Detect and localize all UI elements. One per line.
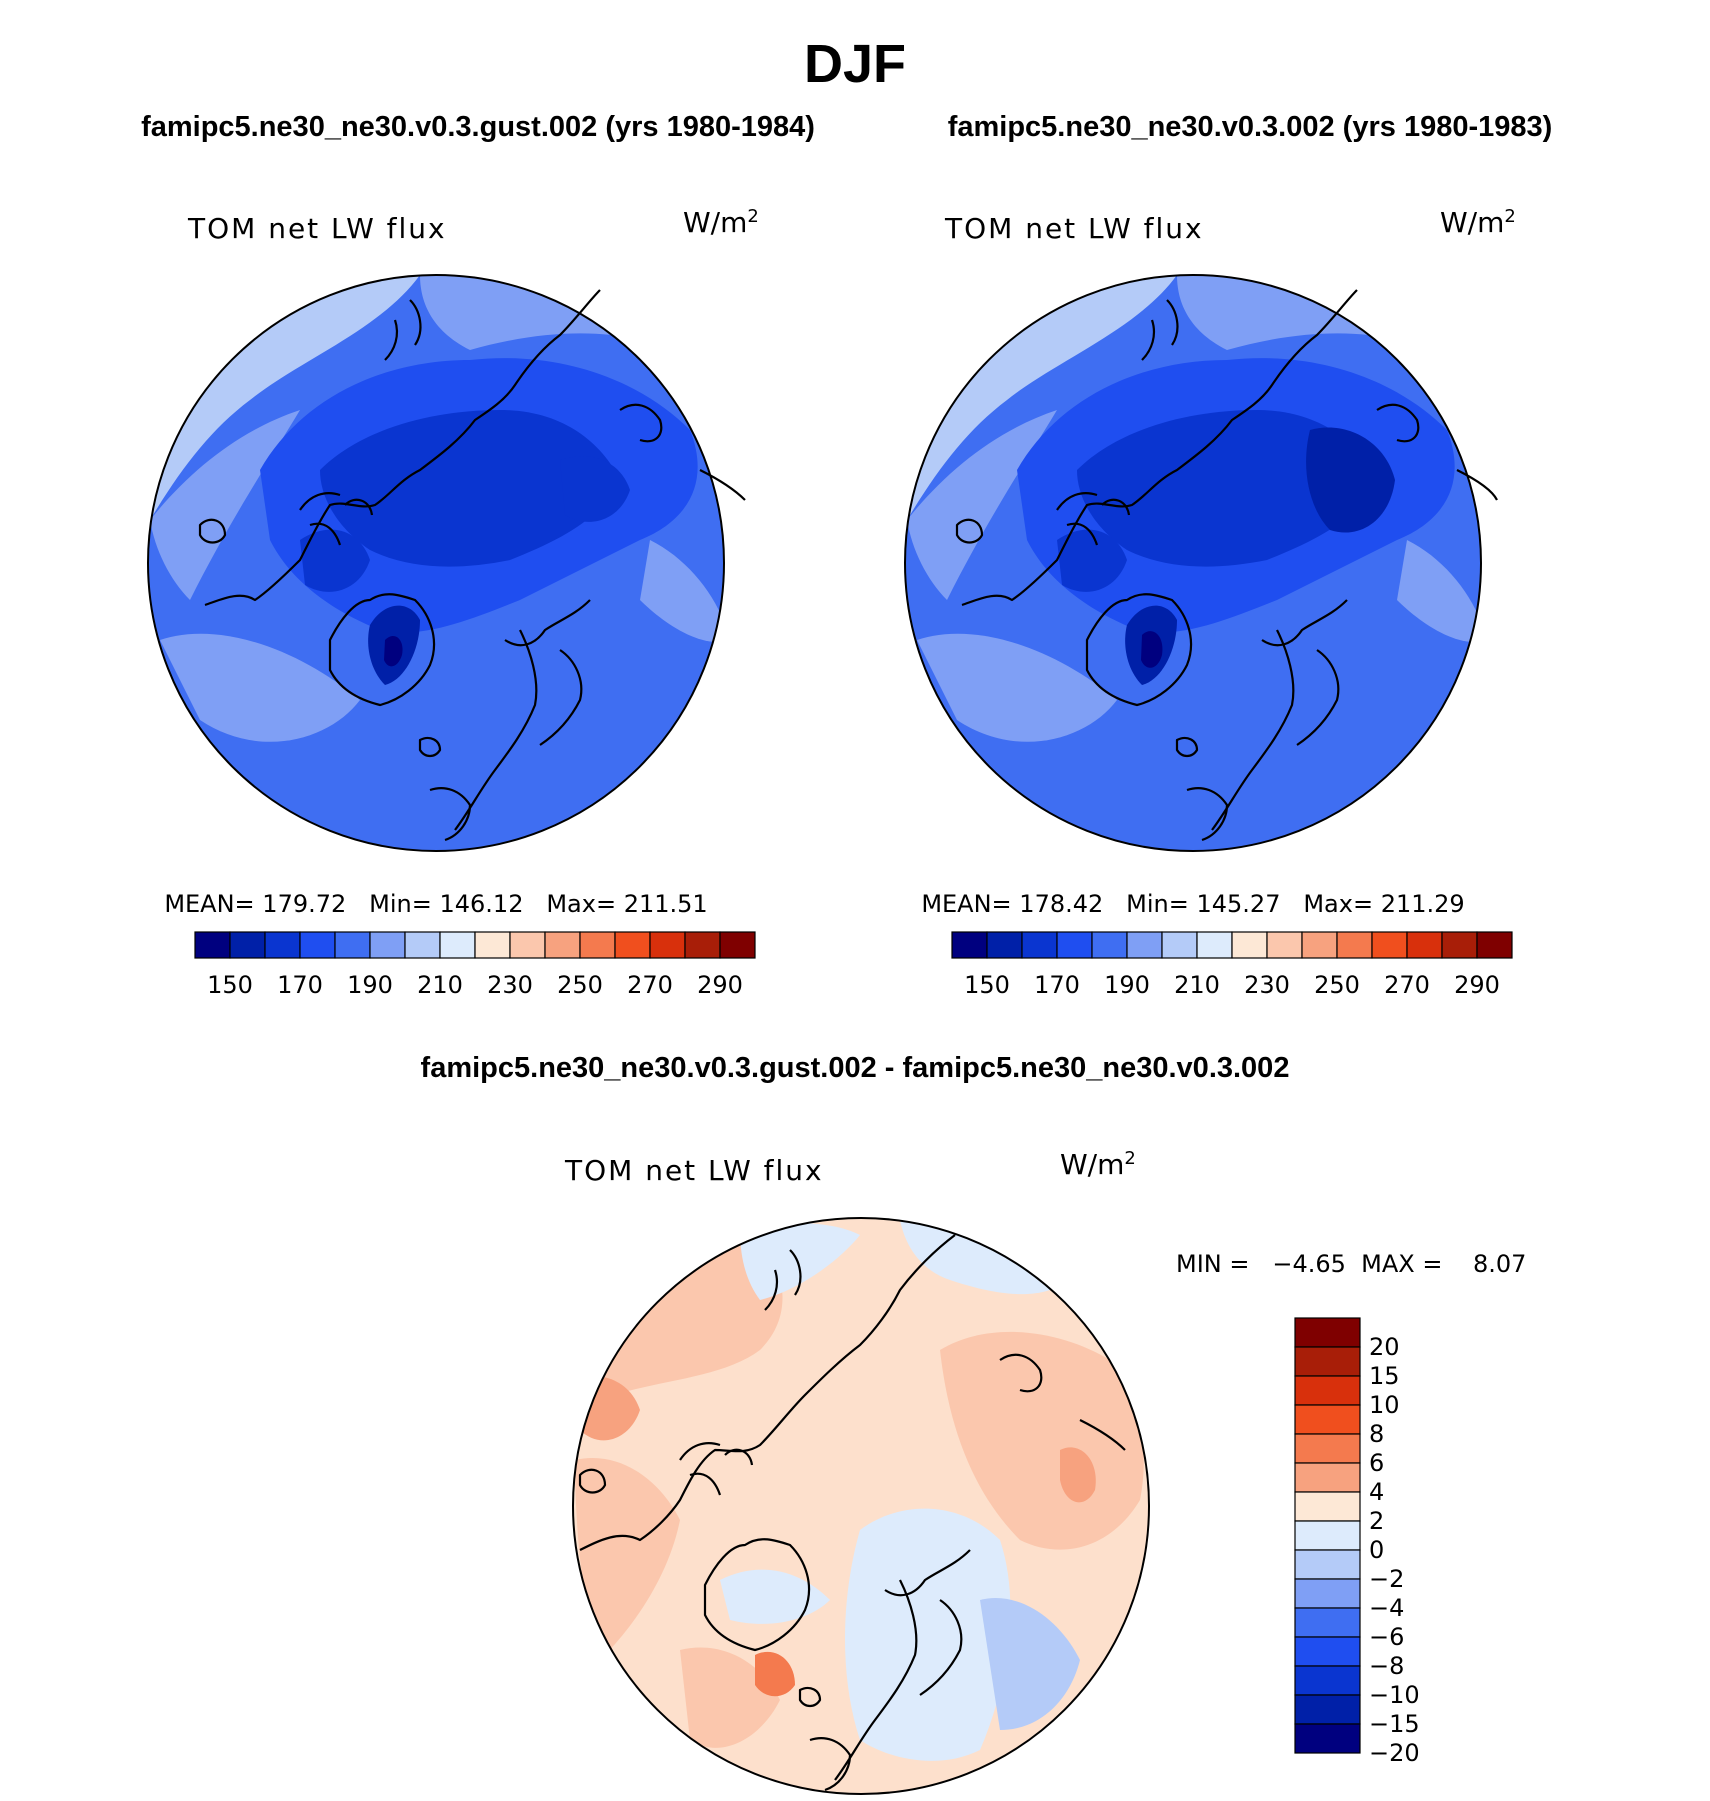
panel-1-colorbar-swatch — [474, 931, 511, 959]
difference-title: famipc5.ne30_ne30.v0.3.gust.002 - famipc… — [421, 1052, 1290, 1084]
difference-colorbar-tick-label: 10 — [1369, 1391, 1400, 1419]
panel-2-colorbar-swatch — [1266, 931, 1303, 959]
panel-2-units: W/m2 — [1440, 206, 1516, 239]
panel-2-colorbar-tick-label: 270 — [1384, 971, 1430, 999]
difference-colorbar-tick-label: 8 — [1369, 1420, 1384, 1448]
panel-1-colorbar-swatch — [544, 931, 581, 959]
difference-colorbar-swatch — [1294, 1549, 1361, 1580]
panel-2-colorbar-tick-label: 210 — [1174, 971, 1220, 999]
difference-colorbar-swatch — [1294, 1404, 1361, 1435]
panel-2-colorbar-swatch — [1301, 931, 1338, 959]
panel-1-colorbar-swatch — [439, 931, 476, 959]
difference-colorbar-tick-label: −8 — [1369, 1652, 1404, 1680]
panel-2-colorbar-tick-label: 250 — [1314, 971, 1360, 999]
panel-1-colorbar-swatch — [229, 931, 266, 959]
panel-1-colorbar-tick-label: 270 — [627, 971, 673, 999]
panel-2-colorbar-swatch — [1161, 931, 1198, 959]
panel-1-colorbar-tick-label: 150 — [207, 971, 253, 999]
difference-map — [572, 1217, 1150, 1795]
panel-1-colorbar-tick-label: 210 — [417, 971, 463, 999]
difference-units: W/m2 — [1060, 1148, 1136, 1181]
panel-2-variable-label: TOM net LW flux — [944, 212, 1204, 245]
panel-1-colorbar-swatch — [194, 931, 231, 959]
difference-variable-label: TOM net LW flux — [564, 1154, 824, 1187]
panel-2-colorbar-swatch — [1441, 931, 1478, 959]
difference-colorbar-tick-label: −10 — [1369, 1681, 1420, 1709]
panel-1-colorbar-swatch — [509, 931, 546, 959]
difference-colorbar-tick-label: −20 — [1369, 1739, 1420, 1767]
difference-colorbar-tick-label: −4 — [1369, 1594, 1404, 1622]
panel-2-colorbar-tick-label: 290 — [1454, 971, 1500, 999]
panel-1-colorbar: 150 170 190 210 230 250 270 290 — [194, 931, 756, 999]
difference-colorbar-swatch — [1294, 1578, 1361, 1609]
difference-colorbar-swatch — [1294, 1462, 1361, 1493]
panel-2-colorbar-swatch — [1021, 931, 1058, 959]
panel-2-colorbar-swatch — [1231, 931, 1268, 959]
panel-1-run-title: famipc5.ne30_ne30.v0.3.gust.002 (yrs 198… — [141, 111, 815, 143]
difference-colorbar-swatch — [1294, 1433, 1361, 1464]
difference-colorbar-tick-label: 15 — [1369, 1362, 1400, 1390]
panel-2-colorbar-swatch — [1476, 931, 1513, 959]
panel-2-colorbar-swatch — [1371, 931, 1408, 959]
difference-colorbar-swatch — [1294, 1346, 1361, 1377]
panel-1-colorbar-swatch — [264, 931, 301, 959]
panel-2-colorbar-swatch — [1126, 931, 1163, 959]
panel-1-stats: MEAN= 179.72 Min= 146.12 Max= 211.51 — [164, 890, 707, 918]
difference-colorbar-tick-label: 2 — [1369, 1507, 1384, 1535]
panel-2-colorbar-swatch — [1336, 931, 1373, 959]
panel-2-colorbar-swatch — [986, 931, 1023, 959]
panel-2-colorbar-swatch — [1091, 931, 1128, 959]
difference-colorbar-swatch — [1294, 1491, 1361, 1522]
panel-1-colorbar-tick-label: 250 — [557, 971, 603, 999]
panel-2-stats: MEAN= 178.42 Min= 145.27 Max= 211.29 — [921, 890, 1464, 918]
difference-colorbar-swatch — [1294, 1665, 1361, 1696]
panel-1-colorbar-tick-label: 290 — [697, 971, 743, 999]
panel-2-colorbar-swatch — [951, 931, 988, 959]
panel-1-units: W/m2 — [683, 206, 759, 239]
panel-2-colorbar-tick-label: 190 — [1104, 971, 1150, 999]
panel-2-colorbar-tick-label: 170 — [1034, 971, 1080, 999]
panel-1-colorbar-swatch — [404, 931, 441, 959]
panel-1-colorbar-swatch — [719, 931, 756, 959]
panel-2-colorbar-tick-label: 230 — [1244, 971, 1290, 999]
panel-2-colorbar-swatch — [1196, 931, 1233, 959]
difference-colorbar-swatch — [1294, 1636, 1361, 1667]
panel-1-colorbar-swatch — [369, 931, 406, 959]
difference-colorbar-swatch — [1294, 1375, 1361, 1406]
difference-colorbar-tick-label: 0 — [1369, 1536, 1384, 1564]
panel-2-colorbar-tick-label: 150 — [964, 971, 1010, 999]
difference-colorbar-tick-label: 4 — [1369, 1478, 1384, 1506]
panel-2-colorbar-swatch — [1056, 931, 1093, 959]
difference-colorbar-swatch — [1294, 1520, 1361, 1551]
panel-1-colorbar-tick-label: 170 — [277, 971, 323, 999]
difference-colorbar-swatch — [1294, 1694, 1361, 1725]
difference-colorbar-tick-label: −15 — [1369, 1710, 1420, 1738]
panel-1-colorbar-swatch — [579, 931, 616, 959]
panel-1-variable-label: TOM net LW flux — [187, 212, 447, 245]
panel-1-colorbar-tick-label: 230 — [487, 971, 533, 999]
panel-1-colorbar-swatch — [649, 931, 686, 959]
difference-colorbar-swatch — [1294, 1723, 1361, 1754]
panel-1-map — [147, 274, 746, 852]
difference-colorbar-tick-label: 6 — [1369, 1449, 1384, 1477]
panel-1-colorbar-swatch — [684, 931, 721, 959]
difference-colorbar-tick-label: −6 — [1369, 1623, 1404, 1651]
difference-colorbar-tick-label: 20 — [1369, 1333, 1400, 1361]
figure-title: DJF — [804, 34, 906, 94]
difference-colorbar-tick-label: −2 — [1369, 1565, 1404, 1593]
panel-1-colorbar-swatch — [334, 931, 371, 959]
difference-min-max: MIN = −4.65 MAX = 8.07 — [1176, 1250, 1526, 1278]
difference-colorbar-swatch — [1294, 1607, 1361, 1638]
panel-1-colorbar-tick-label: 190 — [347, 971, 393, 999]
panel-1-colorbar-swatch — [614, 931, 651, 959]
panel-1-colorbar-swatch — [299, 931, 336, 959]
panel-2-colorbar-swatch — [1406, 931, 1443, 959]
panel-2-run-title: famipc5.ne30_ne30.v0.3.002 (yrs 1980-198… — [948, 111, 1553, 143]
difference-colorbar-swatch — [1294, 1317, 1361, 1348]
panel-2-colorbar: 150 170 190 210 230 250 270 290 — [951, 931, 1513, 999]
panel-2-map — [904, 274, 1498, 852]
